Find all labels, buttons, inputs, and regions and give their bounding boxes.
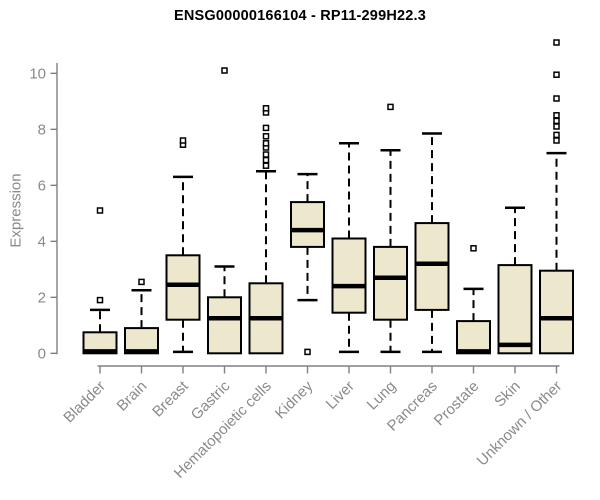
box-liver bbox=[331, 142, 367, 354]
outlier-point bbox=[262, 105, 270, 112]
box-breast bbox=[165, 137, 201, 354]
outlier-point bbox=[387, 103, 394, 111]
outlier-point bbox=[262, 140, 270, 147]
outlier-point bbox=[96, 207, 104, 214]
outlier-point bbox=[96, 296, 104, 304]
iqr-box bbox=[497, 264, 533, 355]
box-prostate bbox=[456, 245, 491, 355]
outlier-point bbox=[553, 95, 560, 102]
y-tick-label: 6 bbox=[38, 178, 46, 195]
outlier-point bbox=[304, 348, 311, 356]
x-tick-label-bladder: Bladder bbox=[60, 378, 109, 427]
iqr-box bbox=[207, 296, 242, 355]
outlier-point bbox=[553, 117, 560, 125]
iqr-box bbox=[331, 237, 367, 314]
iqr-box bbox=[165, 254, 201, 321]
box-skin bbox=[497, 206, 533, 355]
y-tick-labels: 0 2 4 6 8 10 bbox=[29, 66, 46, 363]
outlier-point bbox=[138, 278, 145, 286]
box-brain bbox=[124, 278, 159, 355]
y-tick-label: 2 bbox=[38, 290, 46, 307]
box-kidney bbox=[290, 172, 325, 356]
iqr-box bbox=[539, 269, 574, 355]
outlier-point bbox=[262, 156, 270, 164]
x-tick-label-breast: Breast bbox=[149, 377, 192, 420]
y-axis bbox=[50, 63, 58, 355]
iqr-box bbox=[456, 320, 491, 355]
x-tick-label-kidney: Kidney bbox=[272, 377, 317, 422]
outlier-point bbox=[553, 137, 560, 144]
outlier-point bbox=[470, 245, 477, 252]
box-bladder bbox=[82, 207, 118, 355]
x-tick-label-skin: Skin bbox=[491, 378, 524, 411]
outlier-point bbox=[262, 151, 270, 158]
outlier-point bbox=[553, 71, 560, 78]
iqr-box bbox=[414, 222, 450, 311]
box-pancreas bbox=[414, 132, 450, 354]
chart-title: ENSG00000166104 - RP11-299H22.3 bbox=[173, 8, 427, 24]
y-tick-label: 10 bbox=[29, 66, 46, 83]
box-lung bbox=[373, 103, 408, 354]
box-unknown-other bbox=[539, 39, 574, 355]
box-gastric bbox=[207, 67, 242, 355]
x-tick-label-prostate: Prostate bbox=[431, 378, 483, 430]
y-tick-label: 4 bbox=[38, 234, 46, 251]
outlier-point bbox=[262, 162, 270, 169]
iqr-box bbox=[373, 245, 408, 321]
x-tick-label-brain: Brain bbox=[114, 378, 151, 415]
x-tick-label-liver: Liver bbox=[323, 378, 358, 413]
outlier-point bbox=[221, 67, 228, 74]
y-tick-label: 0 bbox=[38, 346, 46, 363]
box-hematopoietic-cells bbox=[248, 105, 284, 355]
iqr-box bbox=[290, 201, 325, 248]
outlier-point bbox=[262, 124, 270, 132]
x-tick-label-lung: Lung bbox=[364, 378, 400, 414]
outlier-point bbox=[179, 137, 187, 144]
outlier-point bbox=[553, 39, 560, 46]
y-tick-label: 8 bbox=[38, 122, 46, 139]
outlier-point bbox=[553, 112, 560, 119]
x-axis bbox=[97, 365, 560, 374]
outlier-point bbox=[553, 131, 560, 139]
outlier-point bbox=[262, 133, 270, 140]
outlier-point bbox=[553, 123, 560, 130]
